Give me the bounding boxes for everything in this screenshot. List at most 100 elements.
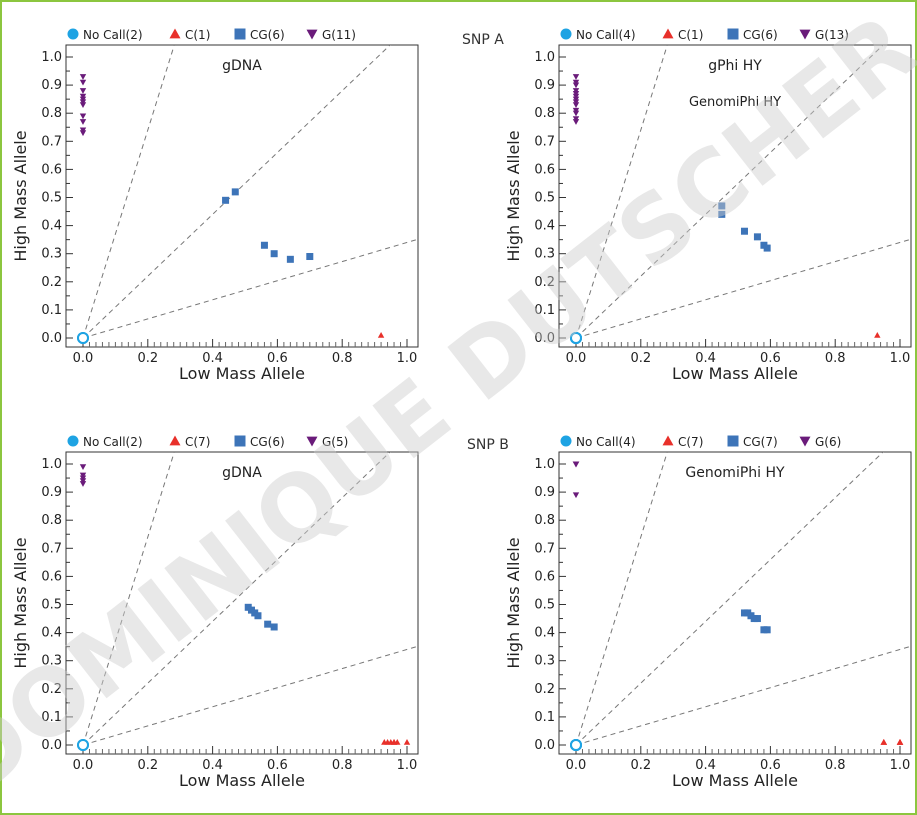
x-tick-label: 0.6 xyxy=(267,351,288,366)
x-tick-label: 0.2 xyxy=(630,351,651,366)
legend-label-1: No Call(4) xyxy=(576,28,636,42)
y-tick-label: 0.3 xyxy=(41,654,62,669)
y-tick-label: 0.6 xyxy=(534,162,555,177)
y-tick-label: 0.6 xyxy=(41,569,62,584)
x-tick-label: 1.0 xyxy=(890,351,911,366)
panel-title: gDNA xyxy=(222,58,262,74)
y-tick-label: 0.2 xyxy=(534,275,555,290)
snp-a-label: SNP A xyxy=(462,32,504,48)
legend-label-4: G(13) xyxy=(815,28,849,42)
y-tick-label: 0.5 xyxy=(41,598,62,613)
reference-line-1 xyxy=(575,452,668,746)
legend-marker-1 xyxy=(560,28,572,40)
data-point-square xyxy=(753,615,761,623)
data-point-triangle-down xyxy=(79,79,87,86)
x-tick-label: 0.4 xyxy=(695,351,716,366)
data-point-square xyxy=(264,620,272,628)
legend-marker-2 xyxy=(169,435,181,446)
x-tick-label: 0.0 xyxy=(73,351,94,366)
x-tick-label: 0.6 xyxy=(760,758,781,773)
data-point-triangle-down xyxy=(572,110,580,117)
x-tick-label: 0.8 xyxy=(332,351,353,366)
x-axis-label: Low Mass Allele xyxy=(179,771,305,790)
data-point-square xyxy=(231,188,239,196)
plot-frame xyxy=(558,451,912,755)
y-tick-label: 0.2 xyxy=(534,682,555,697)
y-tick-label: 0.3 xyxy=(534,654,555,669)
legend-marker-3 xyxy=(727,435,739,447)
reference-line-1 xyxy=(82,452,175,746)
data-point-square xyxy=(270,623,278,631)
data-point-square xyxy=(306,253,314,261)
y-axis-label: High Mass Allele xyxy=(11,130,30,261)
data-point-triangle-up xyxy=(896,738,904,745)
y-tick-label: 0.5 xyxy=(534,598,555,613)
x-tick-label: 0.6 xyxy=(760,351,781,366)
scatter-panel-2: 0.0 0.1 0.2 0.3 0.4 0.5 0.6 0.7 0.8 0.9 1.0 0.0 0.2 0… xyxy=(504,28,912,383)
data-point-square xyxy=(763,244,771,252)
data-point-triangle-up xyxy=(403,738,411,745)
y-tick-label: 0.0 xyxy=(41,738,62,753)
data-point-triangle-down xyxy=(572,82,580,89)
legend-label-2: C(7) xyxy=(185,435,210,449)
y-tick-label: 0.8 xyxy=(534,513,555,528)
y-tick-label: 0.9 xyxy=(534,78,555,93)
y-tick-label: 0.0 xyxy=(534,331,555,346)
data-point-triangle-down xyxy=(79,102,87,108)
y-tick-label: 1.0 xyxy=(534,457,555,472)
y-tick-label: 0.6 xyxy=(534,569,555,584)
data-point-triangle-down xyxy=(79,481,87,487)
y-tick-label: 0.7 xyxy=(534,541,555,556)
y-axis-label: High Mass Allele xyxy=(11,537,30,668)
legend-label-1: No Call(2) xyxy=(83,28,143,42)
legend-marker-3 xyxy=(727,28,739,40)
data-point-square xyxy=(270,250,278,258)
y-tick-label: 0.9 xyxy=(534,485,555,500)
data-point-nocall xyxy=(570,332,582,344)
legend-marker-3 xyxy=(234,28,246,40)
legend-marker-4 xyxy=(799,436,811,447)
x-tick-label: 0.0 xyxy=(73,758,94,773)
y-tick-label: 0.8 xyxy=(534,106,555,121)
legend-label-3: CG(6) xyxy=(250,435,285,449)
data-point-nocall xyxy=(77,332,89,344)
y-tick-label: 0.4 xyxy=(534,219,555,234)
data-point-square xyxy=(718,202,726,210)
data-point-nocall xyxy=(77,739,89,751)
data-point-square xyxy=(260,241,268,249)
x-tick-label: 1.0 xyxy=(397,351,418,366)
data-point-square xyxy=(718,210,726,218)
scatter-panel-3: 0.0 0.1 0.2 0.3 0.4 0.5 0.6 0.7 0.8 0.9 1.0 0.0 0.2 0… xyxy=(11,435,419,790)
panel-title: GenomiPhi HY xyxy=(685,465,785,481)
x-tick-label: 0.2 xyxy=(630,758,651,773)
y-tick-label: 0.8 xyxy=(41,513,62,528)
x-tick-label: 0.8 xyxy=(825,351,846,366)
plot-frame xyxy=(65,44,419,348)
data-point-triangle-up xyxy=(874,331,881,338)
data-point-square xyxy=(254,612,262,620)
legend-label-3: CG(7) xyxy=(743,435,778,449)
x-tick-label: 0.0 xyxy=(566,351,587,366)
snp-b-label: SNP B xyxy=(467,437,509,453)
y-tick-label: 0.2 xyxy=(41,275,62,290)
legend-marker-3 xyxy=(234,435,246,447)
legend-marker-4 xyxy=(306,436,318,447)
legend-marker-2 xyxy=(169,28,181,39)
y-tick-label: 0.1 xyxy=(534,710,555,725)
y-tick-label: 0.1 xyxy=(534,303,555,318)
legend-label-4: G(5) xyxy=(322,435,348,449)
data-point-square xyxy=(740,227,748,235)
legend-label-2: C(1) xyxy=(185,28,210,42)
x-axis-label: Low Mass Allele xyxy=(672,771,798,790)
data-point-square xyxy=(753,233,761,241)
plot-frame xyxy=(558,44,912,348)
data-point-triangle-down xyxy=(572,492,580,499)
data-point-square xyxy=(222,196,230,204)
reference-line-1 xyxy=(575,45,668,339)
legend-label-2: C(7) xyxy=(678,435,703,449)
y-tick-label: 0.9 xyxy=(41,485,62,500)
panel-title: gPhi HY xyxy=(708,58,762,74)
y-tick-label: 0.5 xyxy=(41,191,62,206)
y-tick-label: 0.8 xyxy=(41,106,62,121)
